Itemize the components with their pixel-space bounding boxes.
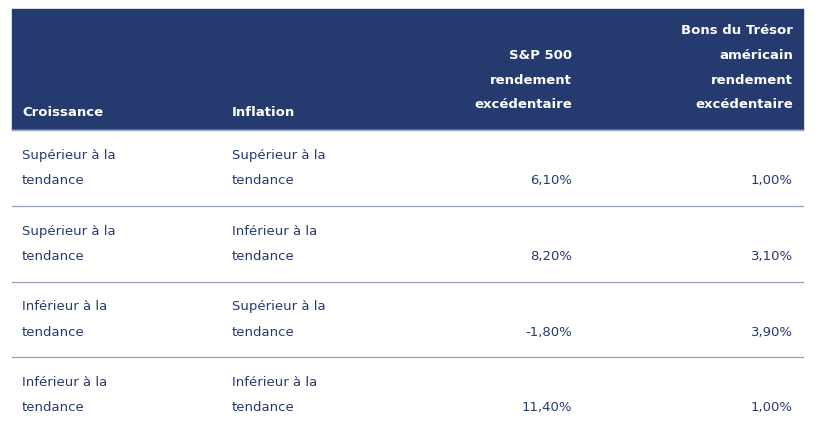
Bar	[12, 130, 803, 206]
Text: Inférieur à la: Inférieur à la	[231, 225, 317, 238]
Text: Inférieur à la: Inférieur à la	[22, 300, 108, 314]
Text: 1,00%: 1,00%	[751, 401, 793, 414]
Text: rendement: rendement	[711, 74, 793, 86]
Text: S&P 500: S&P 500	[509, 49, 571, 62]
Text: tendance: tendance	[22, 401, 85, 414]
Text: excédentaire: excédentaire	[474, 98, 571, 111]
Text: Supérieur à la: Supérieur à la	[231, 300, 325, 314]
Text: Supérieur à la: Supérieur à la	[22, 225, 116, 238]
Text: Inférieur à la: Inférieur à la	[22, 376, 108, 389]
Text: américain: américain	[719, 49, 793, 62]
Text: Bons du Trésor: Bons du Trésor	[681, 24, 793, 37]
Text: 3,10%: 3,10%	[751, 250, 793, 263]
Text: 6,10%: 6,10%	[530, 174, 571, 187]
Bar	[12, 206, 803, 282]
Text: 1,00%: 1,00%	[751, 174, 793, 187]
Text: tendance: tendance	[22, 250, 85, 263]
Bar	[12, 9, 803, 130]
Text: excédentaire: excédentaire	[695, 98, 793, 111]
Text: Inflation: Inflation	[231, 106, 295, 118]
Text: rendement: rendement	[490, 74, 571, 86]
Bar	[12, 282, 803, 357]
Text: Supérieur à la: Supérieur à la	[22, 149, 116, 162]
Text: tendance: tendance	[231, 250, 294, 263]
Text: 8,20%: 8,20%	[530, 250, 571, 263]
Text: 3,90%: 3,90%	[751, 325, 793, 339]
Text: tendance: tendance	[231, 325, 294, 339]
Text: Croissance: Croissance	[22, 106, 104, 118]
Text: tendance: tendance	[22, 174, 85, 187]
Text: tendance: tendance	[22, 325, 85, 339]
Text: Supérieur à la: Supérieur à la	[231, 149, 325, 162]
Text: tendance: tendance	[231, 174, 294, 187]
Text: 11,40%: 11,40%	[521, 401, 571, 414]
Text: -1,80%: -1,80%	[525, 325, 571, 339]
Bar	[12, 357, 803, 426]
Text: Inférieur à la: Inférieur à la	[231, 376, 317, 389]
Text: tendance: tendance	[231, 401, 294, 414]
